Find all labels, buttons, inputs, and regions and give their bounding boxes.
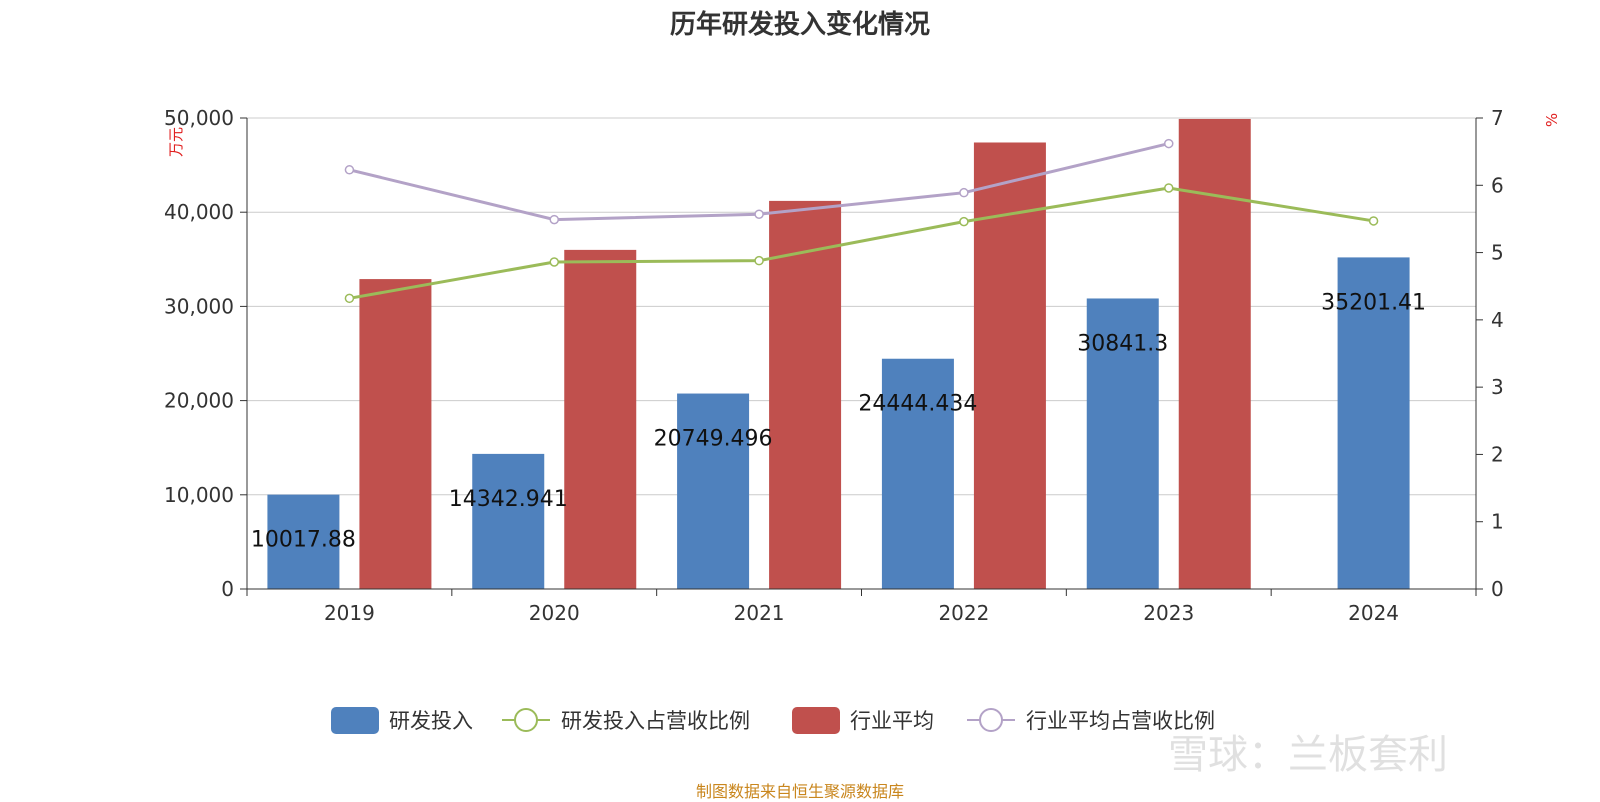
y-right-tick-label: 1 bbox=[1491, 510, 1504, 534]
x-tick-label: 2022 bbox=[938, 601, 989, 625]
bar-rd-investment bbox=[267, 494, 340, 589]
chart-title: 历年研发投入变化情况 bbox=[669, 10, 930, 40]
line-point bbox=[344, 293, 355, 304]
bars bbox=[267, 118, 1410, 589]
y-left-tick-label: 50,000 bbox=[164, 106, 234, 130]
x-tick-label: 2024 bbox=[1348, 601, 1399, 625]
bar-industry-average bbox=[359, 279, 432, 589]
bar-data-label: 14342.941 bbox=[449, 487, 568, 512]
y-right-tick-label: 2 bbox=[1491, 442, 1504, 466]
bar-data-label: 30841.3 bbox=[1077, 331, 1168, 356]
line-point bbox=[549, 257, 559, 267]
y-right-tick-label: 5 bbox=[1491, 241, 1504, 265]
bar-rd-investment bbox=[472, 453, 545, 589]
y-right-tick-label: 7 bbox=[1491, 106, 1504, 130]
y-left-tick-label: 0 bbox=[221, 577, 234, 601]
x-tick-label: 2023 bbox=[1143, 601, 1194, 625]
lines bbox=[344, 138, 1379, 304]
line-point bbox=[549, 214, 559, 225]
legend-label: 行业平均占营收比例 bbox=[1026, 709, 1215, 733]
bar-industry-average bbox=[1178, 118, 1251, 589]
watermark: 雪球：兰板套利 bbox=[1168, 732, 1448, 778]
line-point bbox=[1164, 138, 1174, 149]
bar-rd-investment bbox=[881, 358, 954, 589]
y-left-tick-label: 40,000 bbox=[164, 200, 234, 224]
legend-item[interactable]: 研发投入 bbox=[331, 707, 473, 734]
y-left-unit-label: 万元 bbox=[167, 127, 185, 157]
bar-rd-investment bbox=[1337, 257, 1410, 589]
line-point bbox=[344, 165, 355, 175]
y-left-tick-label: 20,000 bbox=[164, 389, 234, 413]
legend-marker bbox=[979, 708, 1003, 732]
grid-lines bbox=[247, 117, 1476, 496]
line-point bbox=[1368, 216, 1379, 226]
legend[interactable]: 研发投入 研发投入占营收比例 行业平均 行业平均占营收比例 bbox=[331, 707, 1215, 734]
bar-industry-average bbox=[769, 200, 842, 589]
source-footer: 制图数据来自恒生聚源数据库 bbox=[695, 782, 904, 801]
line-point bbox=[959, 216, 969, 227]
legend-label: 行业平均 bbox=[850, 709, 934, 733]
bar-data-label: 20749.496 bbox=[654, 427, 773, 452]
bar-data-label: 10017.88 bbox=[251, 528, 356, 553]
line-point bbox=[754, 255, 764, 266]
legend-swatch bbox=[792, 707, 840, 734]
bar-data-label: 35201.41 bbox=[1321, 290, 1426, 315]
y-right-tick-label: 4 bbox=[1491, 308, 1504, 332]
y-right-unit-label: % bbox=[1543, 113, 1561, 127]
line-point bbox=[959, 187, 969, 198]
legend-item[interactable]: 研发投入占营收比例 bbox=[502, 708, 750, 733]
data-labels: 10017.88 14342.941 20749.496 24444.434 30841… bbox=[251, 290, 1426, 552]
legend-marker bbox=[514, 708, 538, 732]
legend-item[interactable]: 行业平均占营收比例 bbox=[967, 708, 1215, 733]
x-tick-label: 2021 bbox=[734, 601, 785, 625]
bar-industry-average bbox=[564, 249, 637, 589]
y-left-tick-label: 30,000 bbox=[164, 294, 234, 318]
y-right-tick-label: 0 bbox=[1491, 577, 1504, 601]
y-right-tick-label: 3 bbox=[1491, 375, 1504, 399]
legend-item[interactable]: 行业平均 bbox=[792, 707, 934, 734]
legend-label: 研发投入 bbox=[389, 709, 473, 733]
y-left-tick-label: 10,000 bbox=[164, 483, 234, 507]
bar-rd-investment bbox=[1086, 298, 1159, 589]
axes: 0 10,000 20,000 30,000 40,000 50,000 0 1 2 3 4 5 6 7 2… bbox=[164, 106, 1561, 625]
x-tick-label: 2020 bbox=[529, 601, 580, 625]
line-point bbox=[1164, 183, 1174, 193]
bar-data-label: 24444.434 bbox=[858, 392, 977, 417]
line-point bbox=[754, 209, 764, 219]
bar-rd-investment bbox=[677, 393, 750, 589]
legend-swatch bbox=[331, 707, 379, 734]
legend-label: 研发投入占营收比例 bbox=[561, 709, 750, 733]
line-series-rd-ratio bbox=[349, 186, 1374, 300]
x-tick-label: 2019 bbox=[324, 601, 375, 625]
y-right-tick-label: 6 bbox=[1491, 173, 1504, 197]
